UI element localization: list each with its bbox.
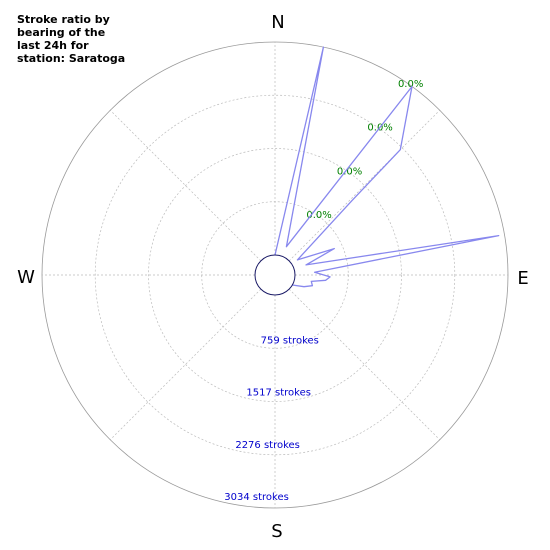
stroke-ring-label: 3034 strokes bbox=[224, 492, 289, 503]
series-layer bbox=[274, 46, 500, 288]
grid-spoke bbox=[288, 109, 441, 262]
ratio-ring-label: 0.0% bbox=[337, 166, 362, 177]
stroke-ring-label: 2276 strokes bbox=[235, 440, 300, 451]
ring-labels: 0.0% 0.0% 0.0% 0.0% 759 strokes 1517 strokes 2… bbox=[224, 79, 423, 503]
series-line bbox=[274, 46, 500, 288]
grid-ring bbox=[94, 94, 456, 456]
ratio-ring-label: 0.0% bbox=[398, 79, 423, 90]
grid-spoke bbox=[288, 288, 441, 441]
grid-spoke bbox=[109, 109, 262, 262]
chart-title: Stroke ratio by bearing of the last 24h … bbox=[17, 13, 126, 65]
direction-label-w: W bbox=[17, 267, 35, 288]
direction-label-n: N bbox=[271, 12, 284, 33]
direction-label-s: S bbox=[271, 521, 282, 542]
ratio-ring-label: 0.0% bbox=[367, 123, 392, 134]
grid-ring bbox=[148, 148, 402, 402]
center-hub bbox=[254, 254, 296, 296]
ratio-ring-label: 0.0% bbox=[306, 210, 331, 221]
stroke-ring-label: 1517 strokes bbox=[246, 388, 311, 399]
polar-grid bbox=[41, 41, 509, 509]
direction-label-e: E bbox=[517, 268, 528, 289]
stroke-ring-label: 759 strokes bbox=[261, 336, 319, 347]
grid-spoke bbox=[109, 288, 262, 441]
